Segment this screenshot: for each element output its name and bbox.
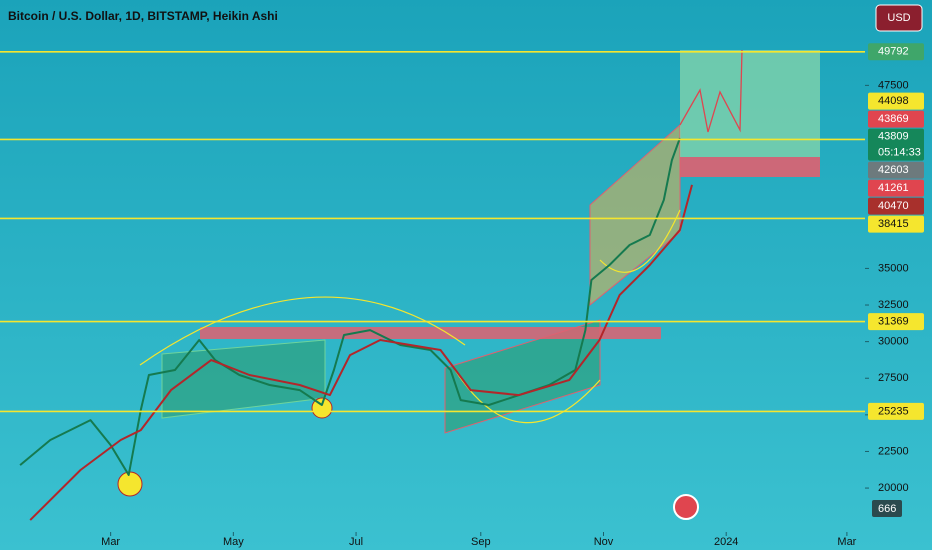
chart-title: Bitcoin / U.S. Dollar, 1D, BITSTAMP, Hei… xyxy=(8,9,278,23)
drawings xyxy=(117,49,820,520)
y-tick-label: 47500 xyxy=(878,79,909,91)
price-label-box xyxy=(868,128,924,161)
price-label-box xyxy=(868,197,924,215)
x-tick-label: 2024 xyxy=(714,536,738,548)
price-label: 42603 xyxy=(878,164,909,176)
series-line xyxy=(29,184,693,521)
price-label-box xyxy=(868,313,924,331)
y-tick-label: 35000 xyxy=(878,262,909,274)
currency-button[interactable] xyxy=(875,4,923,32)
marker xyxy=(117,471,143,497)
x-tick-label: Sep xyxy=(471,536,491,548)
price-label-box xyxy=(868,161,924,179)
currency-label[interactable]: USD xyxy=(887,12,910,24)
projection xyxy=(679,49,743,133)
price-label: 31369 xyxy=(878,315,909,327)
y-tick-label: 27500 xyxy=(878,372,909,384)
arc xyxy=(454,369,601,424)
x-tick-label: Jul xyxy=(349,536,363,548)
price-label: 25235 xyxy=(878,405,909,417)
countdown: 05:14:33 xyxy=(878,147,921,159)
price-label: 41261 xyxy=(878,182,909,194)
x-tick-label: May xyxy=(223,536,244,548)
marker xyxy=(311,397,333,419)
price-label: 44098 xyxy=(878,95,909,107)
y-tick-label: 30000 xyxy=(878,336,909,348)
channel xyxy=(589,123,681,307)
price-label: 40470 xyxy=(878,200,909,212)
price-label-box xyxy=(868,43,924,61)
price-label: 38415 xyxy=(878,218,909,230)
price-label-box xyxy=(868,92,924,110)
series-line xyxy=(19,137,681,476)
target-zone xyxy=(680,50,820,157)
resistance-zone xyxy=(200,327,661,339)
volume-label: 666 xyxy=(878,503,896,515)
price-label: 43809 xyxy=(878,131,909,143)
arc xyxy=(599,209,681,273)
y-tick-label: 20000 xyxy=(878,482,909,494)
event-icon xyxy=(673,494,699,520)
x-tick-label: Nov xyxy=(594,536,614,548)
stop-zone xyxy=(680,157,820,177)
price-label: 49792 xyxy=(878,46,909,58)
price-label-box xyxy=(868,110,924,128)
y-tick-label: 22500 xyxy=(878,445,909,457)
y-tick-label: 32500 xyxy=(878,299,909,311)
price-label: 43869 xyxy=(878,113,909,125)
price-label-box xyxy=(868,179,924,197)
price-label-box xyxy=(868,402,924,420)
x-tick-label: Mar xyxy=(101,536,120,548)
volume-label-box xyxy=(872,500,902,517)
x-tick-label: Mar xyxy=(837,536,856,548)
price-label-box xyxy=(868,215,924,233)
